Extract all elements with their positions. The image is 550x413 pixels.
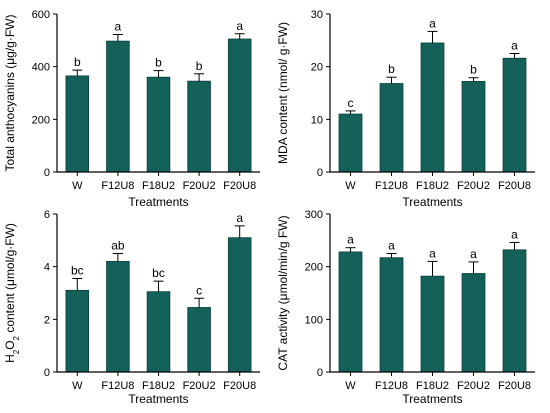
x-tick-label-F20U2: F20U2 (183, 180, 216, 192)
significance-letter-F18U2: b (155, 56, 162, 70)
significance-letter-F18U2: a (429, 16, 436, 30)
y-tick-label: 4 (44, 262, 50, 274)
bar-W (65, 75, 90, 173)
bar-F12U8 (379, 257, 404, 373)
significance-letter-F20U8: a (236, 211, 243, 225)
x-tick-label-W: W (345, 180, 356, 192)
x-tick-label-F20U2: F20U2 (457, 380, 490, 392)
significance-letter-F18U2: a (429, 246, 436, 260)
y-tick-label: 0 (44, 167, 50, 179)
bar-F20U2 (461, 81, 486, 173)
x-tick-label-F18U2: F18U2 (142, 380, 175, 392)
x-tick-label-F12U8: F12U8 (375, 180, 408, 192)
x-tick-label-F20U2: F20U2 (183, 380, 216, 392)
bar-F18U2 (420, 42, 445, 173)
x-tick-label-W: W (72, 380, 83, 392)
bar-F20U2 (461, 273, 486, 373)
chart-panel-4: a a a a a 0 100 200 300 W F12U8 F18U2 F20U2 F20U8 Trea… (276, 209, 535, 406)
y-axis-title: CAT activity (μmol/min/g FW) (276, 215, 290, 370)
significance-letter-F20U2: c (196, 283, 202, 297)
significance-letter-F12U8: b (388, 62, 395, 76)
x-tick-label-F18U2: F18U2 (416, 180, 449, 192)
y-tick-label: 30 (311, 9, 323, 21)
y-tick-label: 6 (44, 209, 50, 221)
x-tick-label-F20U8: F20U8 (223, 180, 256, 192)
bar-F12U8 (379, 83, 404, 173)
bar-F18U2 (146, 291, 171, 373)
x-tick-label-F12U8: F12U8 (375, 380, 408, 392)
y-axis-title: MDA content (nmol/ g·FW) (276, 22, 290, 164)
x-tick-label-F12U8: F12U8 (101, 380, 134, 392)
x-tick-label-F20U2: F20U2 (457, 180, 490, 192)
x-tick-label-W: W (72, 180, 83, 192)
chart-panel-1: b a b b a 0 200 400 600 W F12U8 F18U2 F20U2 F20U8 Trea… (3, 9, 260, 209)
bar-W (338, 113, 363, 173)
significance-letter-F12U8: ab (111, 239, 125, 253)
significance-letter-W: bc (71, 264, 84, 278)
x-tick-label-F20U8: F20U8 (498, 180, 531, 192)
y-tick-label: 200 (32, 114, 50, 126)
bar-W (338, 251, 363, 373)
x-tick-label-F12U8: F12U8 (101, 180, 134, 192)
x-axis-title: Treatments (128, 392, 188, 406)
x-tick-label-F20U8: F20U8 (498, 380, 531, 392)
x-tick-label-F18U2: F18U2 (416, 380, 449, 392)
x-axis-title: Treatments (402, 195, 462, 209)
y-tick-label: 0 (317, 167, 323, 179)
significance-letter-F20U8: a (511, 39, 518, 53)
y-tick-label: 100 (305, 314, 323, 326)
y-tick-label: 600 (32, 9, 50, 21)
y-tick-label: 10 (311, 114, 323, 126)
significance-letter-F20U8: a (236, 19, 243, 33)
bar-W (65, 289, 90, 373)
chart-panel-3: bc ab bc c a 0 2 4 6 W F12U8 F18U2 F20U2 F20U8 Treatme… (3, 209, 260, 406)
bar-F12U8 (106, 260, 130, 373)
y-axis-title: Total anthocyanins (μg/g·FW) (3, 15, 17, 172)
bar-F20U8 (227, 38, 252, 173)
y-tick-label: 400 (32, 62, 50, 74)
significance-letter-W: a (347, 233, 354, 247)
y-axis-title: H2O2 content (μmol/g·FW) (3, 223, 21, 363)
significance-letter-F20U2: b (196, 59, 203, 73)
x-tick-label-F18U2: F18U2 (142, 180, 175, 192)
y-tick-label: 300 (305, 209, 323, 221)
y-tick-label: 200 (305, 262, 323, 274)
bar-F20U2 (187, 80, 211, 173)
y-tick-label: 20 (311, 62, 323, 74)
x-tick-label-F20U8: F20U8 (223, 380, 256, 392)
y-tick-label: 0 (317, 367, 323, 379)
significance-letter-F12U8: a (388, 239, 395, 253)
chart-panel-2: c b a b a 0 10 20 30 W F12U8 F18U2 F20U2 F20U8 Treatme… (276, 9, 535, 209)
bar-F12U8 (106, 40, 130, 173)
x-tick-label-W: W (345, 380, 356, 392)
significance-letter-W: b (74, 55, 81, 69)
significance-letter-F20U8: a (511, 227, 518, 241)
x-axis-title: Treatments (402, 392, 462, 406)
bar-F20U8 (227, 237, 252, 373)
x-axis-title: Treatments (128, 195, 188, 209)
significance-letter-F12U8: a (115, 20, 122, 34)
significance-letter-F20U2: b (470, 63, 477, 77)
significance-letter-W: c (348, 96, 354, 110)
bar-F18U2 (420, 275, 445, 373)
bar-F20U2 (187, 307, 211, 373)
significance-letter-F20U2: a (470, 247, 477, 261)
bar-F20U8 (502, 249, 527, 373)
y-tick-label: 0 (44, 367, 50, 379)
y-tick-label: 2 (44, 314, 50, 326)
significance-letter-F18U2: bc (152, 266, 165, 280)
bar-F20U8 (502, 57, 527, 173)
bar-F18U2 (146, 76, 171, 173)
